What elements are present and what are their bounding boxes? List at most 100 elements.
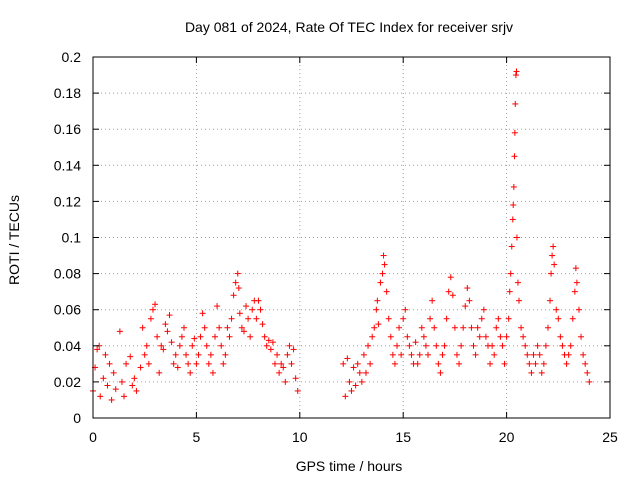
data-point — [209, 369, 216, 376]
data-point — [149, 306, 156, 313]
data-point — [553, 306, 560, 313]
data-point — [259, 321, 266, 328]
data-point — [247, 333, 254, 340]
data-point — [482, 333, 489, 340]
data-point — [456, 360, 463, 367]
data-point — [416, 351, 423, 358]
x-tick-label: 10 — [292, 429, 308, 445]
data-point — [288, 360, 295, 367]
y-axis-label: ROTI / TECUs — [6, 195, 22, 285]
data-point — [356, 369, 363, 376]
x-tick-label: 25 — [602, 429, 618, 445]
data-point — [385, 315, 392, 322]
data-point — [505, 315, 512, 322]
data-point — [348, 387, 355, 394]
data-point — [580, 351, 587, 358]
data-point — [292, 375, 299, 382]
data-point — [439, 351, 446, 358]
data-point — [518, 324, 525, 331]
data-point — [565, 351, 572, 358]
data-point — [352, 382, 359, 389]
data-point — [453, 351, 460, 358]
y-tick-labels: 0 0.02 0.04 0.06 0.08 0.1 0.12 0.14 0.16 0.18 0.2 — [54, 49, 81, 426]
data-point — [178, 333, 185, 340]
data-point — [478, 315, 485, 322]
data-point — [294, 387, 301, 394]
data-point — [514, 279, 521, 286]
data-point — [249, 306, 256, 313]
data-point — [470, 342, 477, 349]
y-tick-label: 0.16 — [54, 121, 81, 137]
data-point — [131, 375, 138, 382]
data-point — [346, 378, 353, 385]
data-point — [427, 315, 434, 322]
data-point — [414, 360, 421, 367]
data-point — [191, 335, 198, 342]
data-point — [422, 342, 429, 349]
data-point — [387, 333, 394, 340]
data-point — [460, 324, 467, 331]
data-point — [236, 310, 243, 317]
data-point — [100, 375, 107, 382]
data-point — [586, 378, 593, 385]
data-point — [106, 360, 113, 367]
data-point — [243, 303, 250, 310]
data-point — [464, 285, 471, 292]
data-point — [158, 342, 165, 349]
data-point — [548, 270, 555, 277]
data-point — [510, 183, 517, 190]
y-tick-label: 0.12 — [54, 193, 81, 209]
data-point — [567, 342, 574, 349]
data-point — [549, 252, 556, 259]
data-point — [491, 351, 498, 358]
data-point — [183, 351, 190, 358]
data-point — [284, 351, 291, 358]
data-point — [435, 360, 442, 367]
data-point — [280, 364, 287, 371]
data-point — [156, 369, 163, 376]
data-point — [497, 333, 504, 340]
data-point — [139, 324, 146, 331]
data-point — [510, 202, 517, 209]
grid — [93, 57, 610, 418]
data-point — [164, 328, 171, 335]
data-point — [503, 333, 510, 340]
data-point — [528, 369, 535, 376]
data-point — [512, 72, 519, 79]
data-point — [290, 346, 297, 353]
data-point — [234, 270, 241, 277]
data-point — [402, 306, 409, 313]
data-point — [398, 351, 405, 358]
data-point — [147, 315, 154, 322]
data-point — [116, 328, 123, 335]
data-point — [489, 342, 496, 349]
data-point — [513, 234, 520, 241]
data-point — [112, 386, 119, 393]
data-point — [563, 360, 570, 367]
data-point — [511, 129, 518, 136]
data-point — [365, 342, 372, 349]
data-point — [354, 360, 361, 367]
data-point — [360, 351, 367, 358]
data-point — [240, 328, 247, 335]
y-tick-label: 0 — [73, 410, 81, 426]
data-point — [180, 324, 187, 331]
data-point — [197, 333, 204, 340]
data-point — [572, 265, 579, 272]
data-point — [437, 369, 444, 376]
data-point — [282, 378, 289, 385]
data-point — [286, 342, 293, 349]
data-point — [544, 324, 551, 331]
data-point — [508, 243, 515, 250]
y-tick-label: 0.14 — [54, 157, 81, 173]
data-point — [232, 279, 239, 286]
data-point — [584, 369, 591, 376]
data-point — [228, 315, 235, 322]
data-point — [383, 288, 390, 295]
data-point — [449, 292, 456, 299]
data-point — [168, 339, 175, 346]
data-point — [214, 303, 221, 310]
data-point — [509, 216, 516, 223]
data-point — [506, 288, 513, 295]
data-point — [226, 333, 233, 340]
